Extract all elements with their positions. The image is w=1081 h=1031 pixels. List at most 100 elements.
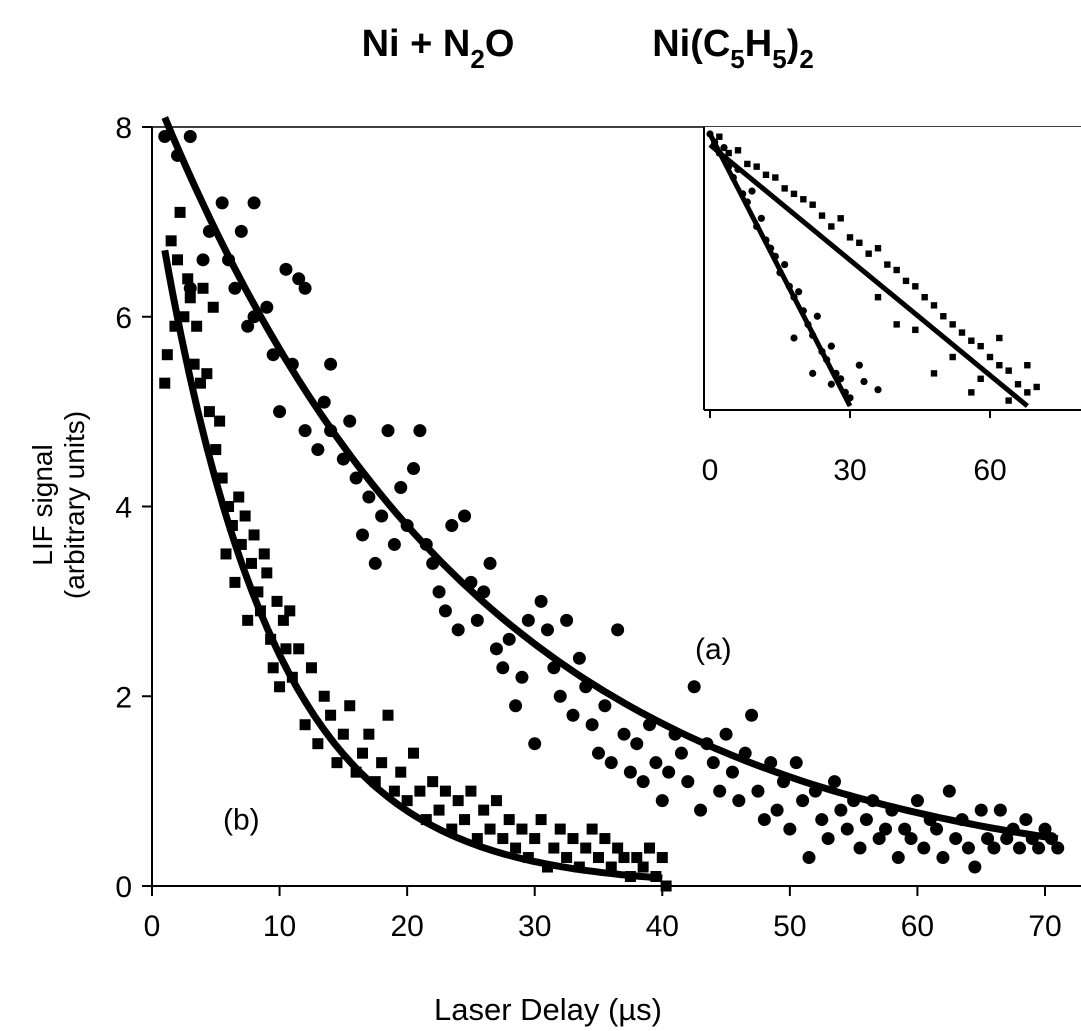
inset-data-point-circle	[748, 187, 756, 195]
inset-data-point-square	[772, 174, 779, 181]
data-point-circle	[821, 832, 835, 846]
inset-marks	[706, 130, 1040, 404]
y-axis-label-line2: (arbitrary units)	[59, 411, 90, 599]
inset-data-point-square	[865, 250, 872, 257]
inset-x-tick-label: 0	[702, 454, 719, 487]
data-point-square	[599, 833, 611, 845]
inset-data-point-square	[828, 223, 835, 230]
inset-x-tick-label: 30	[833, 454, 866, 487]
inset-data-point-circle	[720, 144, 728, 152]
fit-curve	[161, 116, 1059, 843]
data-point-square	[293, 643, 305, 655]
data-point-circle	[713, 784, 727, 798]
inset-data-point-square	[837, 215, 844, 222]
inset-data-point-circle	[809, 369, 817, 377]
data-point-circle	[298, 424, 312, 438]
data-point-circle	[917, 841, 931, 855]
data-point-circle	[375, 509, 389, 523]
data-point-circle	[215, 196, 229, 210]
data-point-square	[210, 444, 222, 456]
data-point-circle	[279, 262, 293, 276]
data-point-square	[593, 852, 604, 864]
data-point-square	[567, 833, 579, 845]
data-point-circle	[451, 623, 465, 637]
inset-data-point-square	[734, 147, 742, 154]
data-point-square	[252, 586, 264, 598]
inset-x-ticks: 0 30 60	[702, 410, 1007, 487]
inset-data-point-square	[1024, 389, 1031, 396]
inset-data-point-circle	[790, 334, 798, 342]
inset-data-point-square	[809, 201, 816, 208]
inset-data-point-square	[874, 294, 882, 301]
data-point-square	[446, 823, 458, 835]
inset-data-point-square	[893, 321, 900, 328]
data-point-circle	[1051, 841, 1065, 855]
data-point-circle	[387, 537, 401, 551]
data-point-circle	[266, 348, 280, 362]
inset-data-point-square	[1005, 397, 1012, 404]
data-point-circle	[553, 689, 567, 703]
data-point-square	[194, 377, 206, 389]
data-point-square	[637, 861, 649, 873]
inset-data-point-square	[968, 389, 975, 396]
inset-data-point-square	[846, 234, 854, 241]
data-point-circle	[662, 765, 676, 779]
chart-title-right: Ni(C5H5)2	[652, 23, 814, 74]
data-point-circle	[241, 319, 255, 333]
data-point-square	[408, 747, 420, 759]
data-point-circle	[355, 528, 369, 542]
data-point-square	[242, 614, 254, 626]
data-point-square	[229, 576, 241, 588]
data-point-square	[388, 785, 400, 797]
data-point-circle	[681, 775, 695, 789]
data-point-square	[376, 757, 388, 769]
data-point-circle	[183, 129, 197, 143]
inset-data-point-square	[800, 196, 807, 203]
data-point-square	[261, 567, 273, 579]
annotation-label: (a)	[695, 633, 732, 666]
inset-data-point-square	[921, 294, 928, 301]
data-point-circle	[930, 822, 944, 836]
data-point-square	[165, 235, 177, 247]
data-point-square	[169, 320, 181, 332]
inset-data-point-circle	[874, 386, 882, 394]
x-tick-label: 20	[390, 910, 423, 943]
data-point-square	[280, 643, 292, 655]
data-point-circle	[445, 518, 459, 532]
data-point-square	[529, 833, 541, 845]
y-axis-label: LIF signal (arbitrary units)	[27, 411, 90, 599]
data-point-square	[580, 842, 592, 854]
inset-data-point-circle	[795, 288, 803, 296]
data-point-circle	[611, 623, 625, 637]
data-point-square	[605, 861, 617, 873]
data-point-square	[201, 368, 213, 380]
data-point-circle	[725, 765, 739, 779]
data-point-square	[586, 823, 598, 835]
data-point-square	[216, 472, 228, 484]
data-point-square	[172, 254, 184, 266]
y-tick-label: 0	[115, 871, 132, 904]
data-point-square	[235, 538, 247, 550]
data-point-square	[503, 814, 515, 826]
data-point-circle	[560, 613, 574, 627]
inset-data-point-square	[781, 185, 788, 192]
data-point-circle	[585, 718, 599, 732]
y-tick-label: 4	[115, 492, 132, 525]
data-point-square	[207, 301, 219, 313]
data-point-circle	[432, 585, 446, 599]
data-point-circle	[572, 651, 586, 665]
data-point-square	[220, 548, 232, 560]
inset-plot: 0 30 60	[702, 127, 1081, 487]
inset-data-point-square	[996, 362, 1003, 369]
data-point-square	[305, 662, 317, 674]
data-point-square	[274, 681, 286, 693]
inset-data-point-square	[753, 163, 760, 170]
inset-data-point-square	[1005, 367, 1012, 374]
data-point-square	[178, 311, 190, 323]
inset-data-point-square	[762, 171, 770, 178]
data-point-square	[516, 823, 528, 835]
inset-data-point-square	[949, 321, 956, 328]
data-point-circle	[859, 813, 873, 827]
data-point-square	[174, 206, 186, 218]
